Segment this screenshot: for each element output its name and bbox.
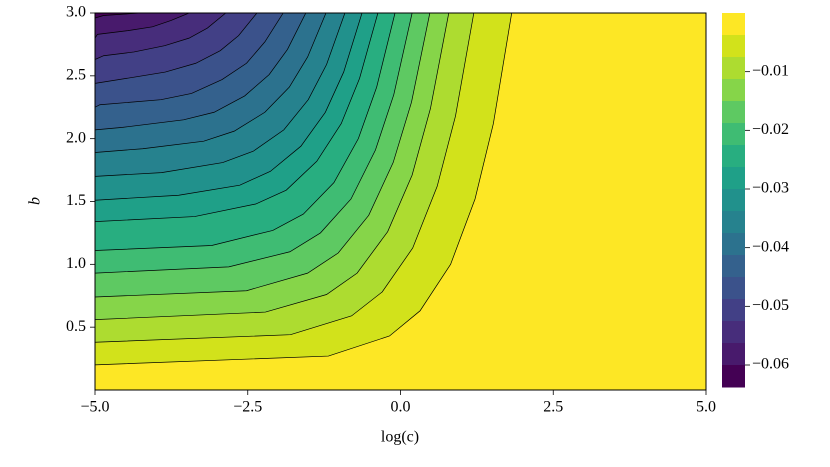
y-tick-label: 0.5 [66,318,86,335]
y-tick-label: 1.5 [66,192,86,209]
contour-line [95,13,284,108]
colorbar-tick-label: −0.05 [752,297,789,314]
colorbar-tick-label: −0.04 [752,238,789,255]
y-tick-label: 3.0 [66,4,86,21]
contour-line [95,13,226,60]
colorbar-band [722,299,745,322]
contour-line [95,13,258,84]
x-axis-label: log(c) [381,429,419,446]
colorbar-band [722,321,745,344]
y-tick-label: 2.0 [66,129,86,146]
contour-line [95,13,141,19]
x-tick-label: −5.0 [80,399,109,416]
x-tick-label: −2.5 [233,399,262,416]
contour-line [95,13,363,201]
y-tick-label: 2.5 [66,67,86,84]
colorbar-band [722,211,745,234]
colorbar-band [722,167,745,190]
colorbar-tick-label: −0.03 [752,180,789,197]
y-axis-label: b [27,197,44,205]
colorbar-band [722,57,745,80]
contour-line [95,13,190,39]
contour-line [95,13,396,251]
colorbar-band [722,365,745,388]
colorbar-band [722,189,745,212]
contour-line [95,13,327,153]
contour-line [95,13,475,343]
colorbar-band [722,145,745,168]
colorbar-band [722,35,745,58]
colorbar-tick-label: −0.02 [752,121,789,138]
colorbar-band [722,13,745,36]
contour-line [95,13,431,298]
colorbar-tick-label: −0.06 [752,356,789,373]
colorbar-band [722,343,745,366]
colorbar-band [722,255,745,278]
colorbar-band [722,233,745,256]
plot-area [95,13,706,390]
y-tick-label: 1.0 [66,255,86,272]
contour-line [95,13,450,320]
contour-line [95,13,307,131]
x-tick-label: 5.0 [696,399,716,416]
contour-line [95,13,379,222]
contour-line [95,13,513,366]
colorbar-band [722,101,745,124]
x-tick-label: 2.5 [543,399,563,416]
colorbar-band [722,79,745,102]
colorbar-band [722,277,745,300]
colorbar-band [722,123,745,146]
x-tick-label: 0.0 [391,399,411,416]
colorbar-tick-label: −0.01 [752,62,789,79]
contour-line [95,13,346,177]
contour-line [95,13,413,274]
